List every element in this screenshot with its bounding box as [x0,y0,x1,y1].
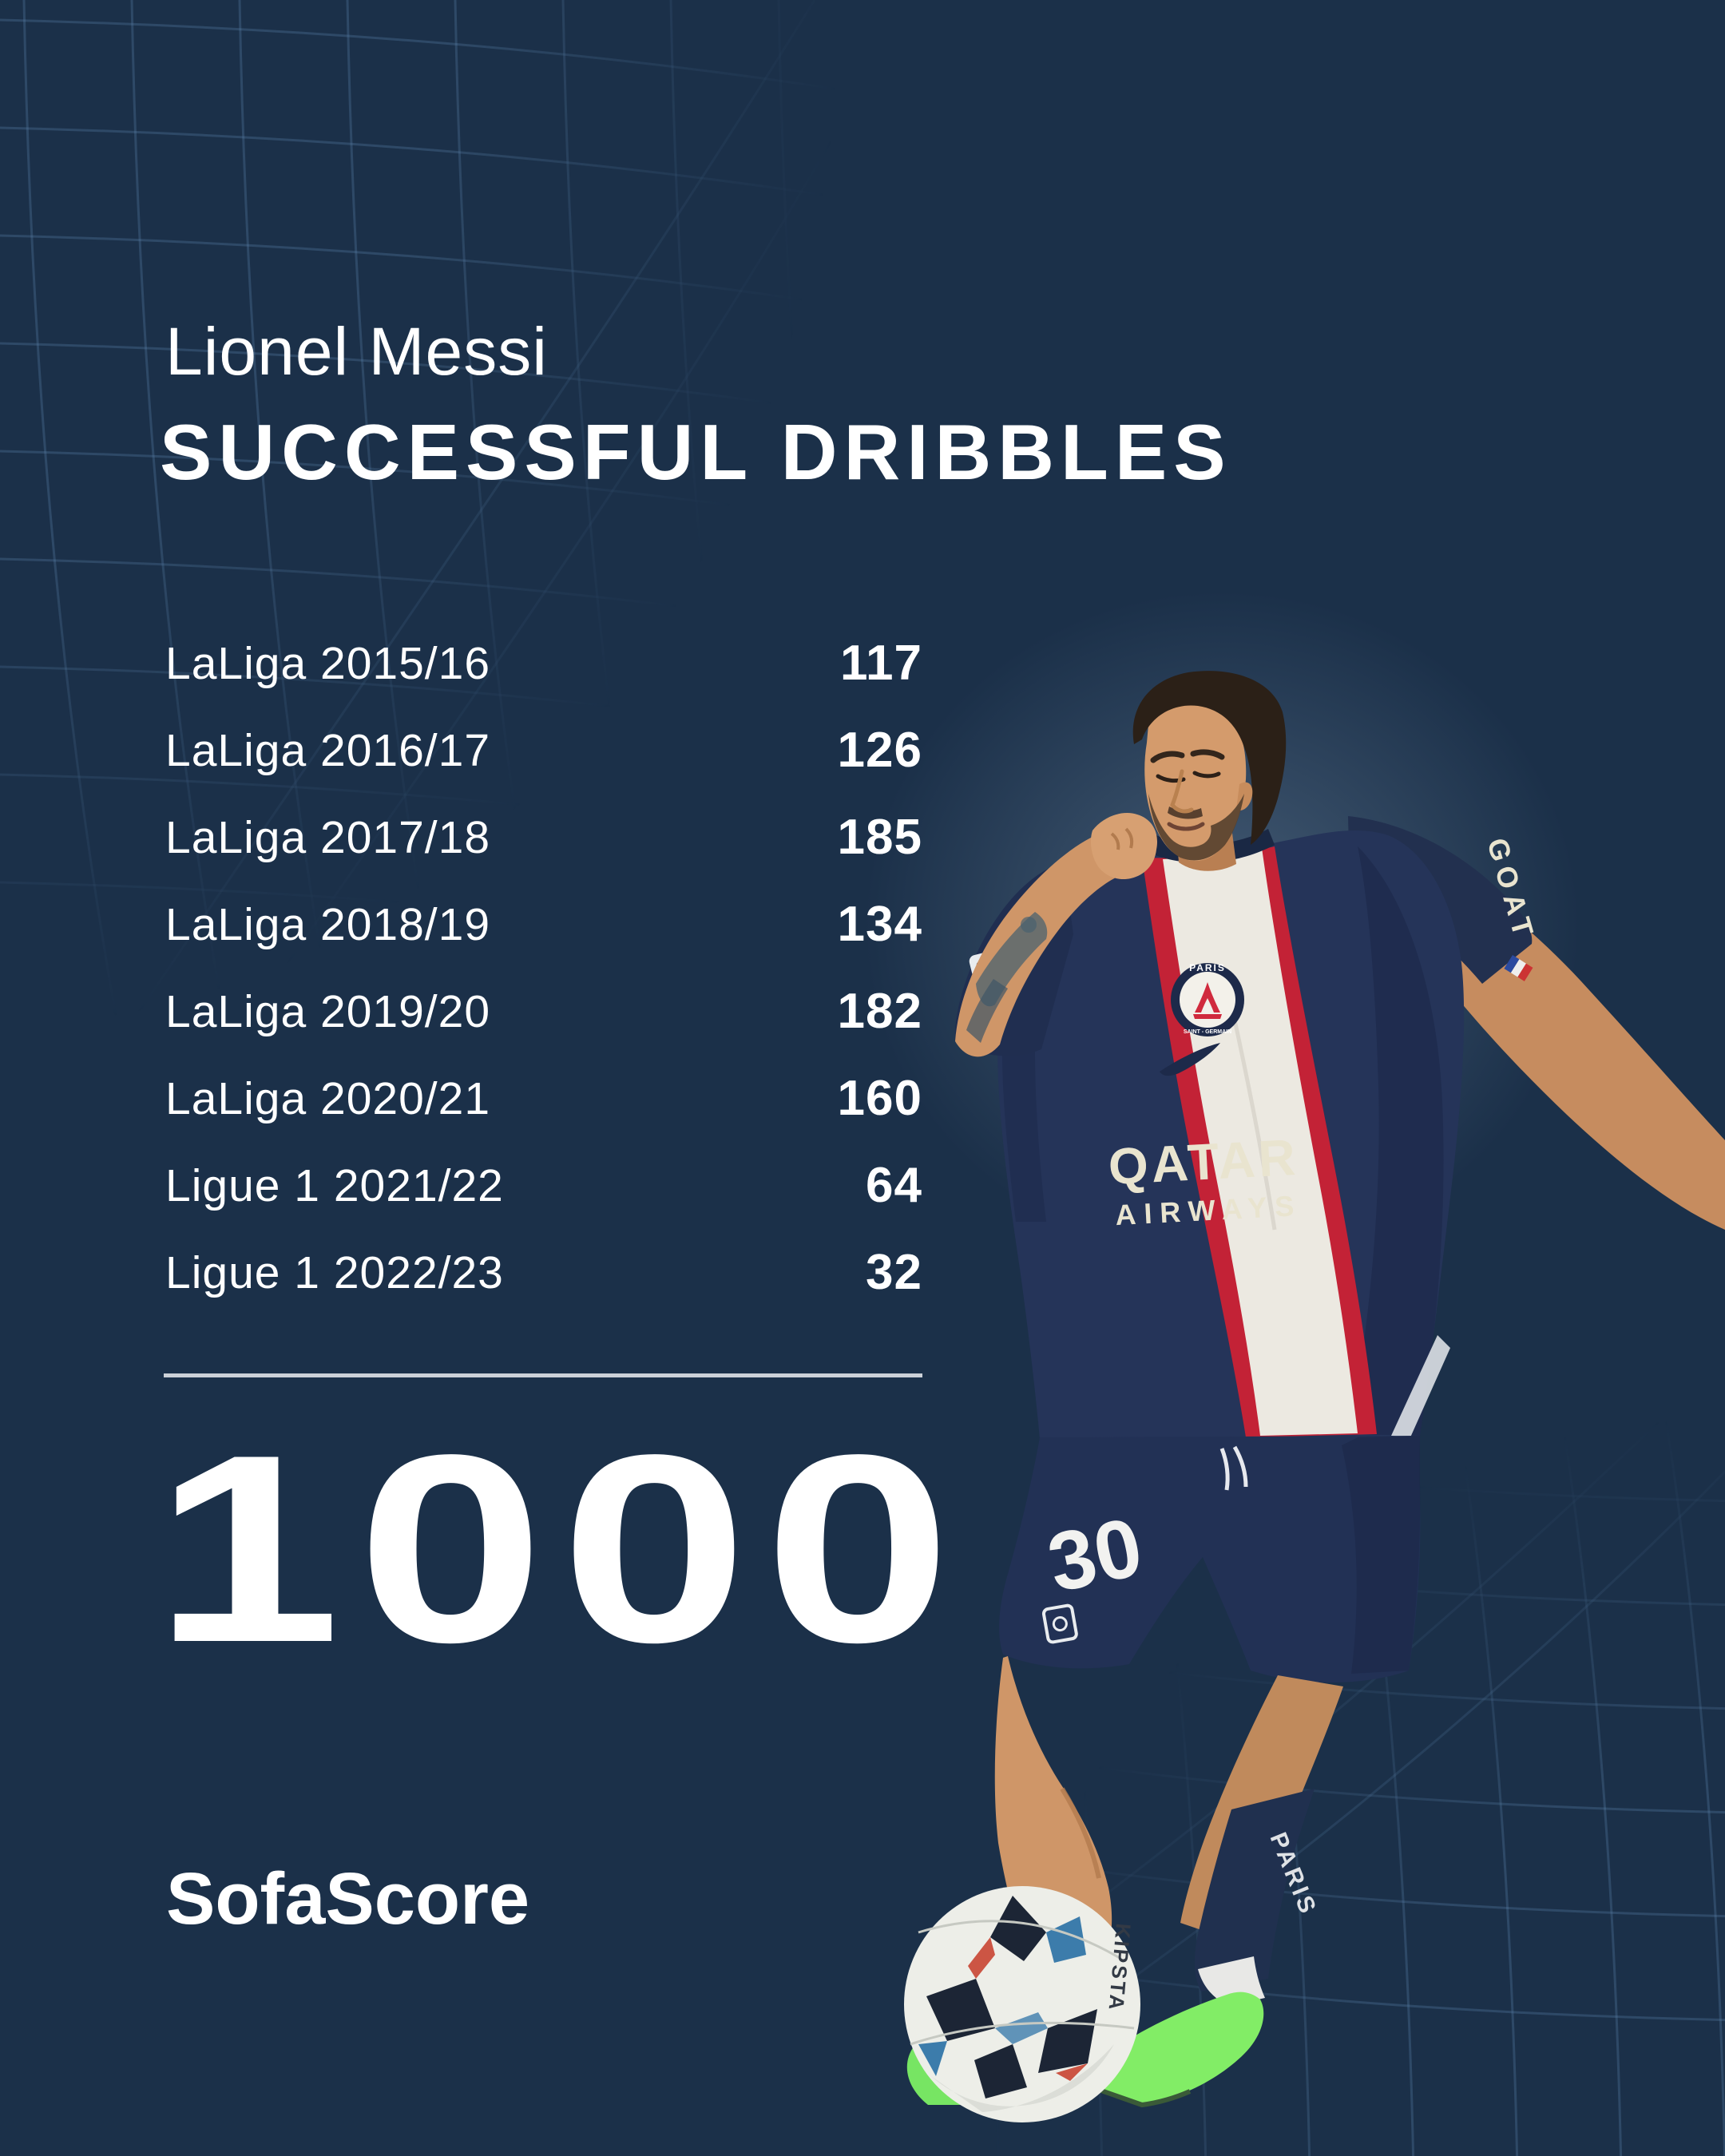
shorts-crest [1041,1603,1078,1644]
stat-row: LaLiga 2016/17 126 [165,707,922,794]
season-value: 32 [866,1245,922,1300]
season-stats-list: LaLiga 2015/16 117 LaLiga 2016/17 126 La… [165,620,922,1316]
stat-row: LaLiga 2020/21 160 [165,1055,922,1142]
season-label: LaLiga 2019/20 [165,985,491,1037]
stat-row: LaLiga 2019/20 182 [165,968,922,1055]
crest-paris-text: PARIS [1189,962,1226,973]
season-value: 185 [837,810,922,865]
season-label: Ligue 1 2022/23 [165,1246,504,1298]
head [1132,671,1287,871]
season-value: 160 [837,1071,922,1126]
season-value: 134 [837,897,922,952]
season-label: LaLiga 2018/19 [165,898,491,950]
season-label: LaLiga 2017/18 [165,811,491,863]
left-arm [954,813,1157,1057]
total-dribbles-value: 1000 [153,1399,968,1698]
season-value: 182 [837,984,922,1039]
season-label: LaLiga 2015/16 [165,637,491,689]
stat-row: Ligue 1 2022/23 32 [165,1229,922,1316]
season-value: 117 [839,636,922,691]
shorts-number: 30 [1041,1500,1150,1611]
crest-saint-germain-text: SAINT - GERMAIN [1184,1029,1231,1035]
shorts: 30 [999,1436,1421,1682]
season-label: LaLiga 2020/21 [165,1072,491,1124]
stat-row: LaLiga 2015/16 117 [165,620,922,707]
jersey-sponsor-qatar: QATAR [1107,1128,1299,1195]
page-title: SUCCESSFUL DRIBBLES [160,408,1232,496]
player-name: Lionel Messi [165,314,548,389]
divider-line [164,1373,922,1377]
stat-row: LaLiga 2017/18 185 [165,794,922,881]
left-leg: PARIS [1082,1675,1343,2108]
messi-photo-illustration: GOAT PARIS SAINT - GERMAIN [904,671,1725,2122]
psg-crest-icon: PARIS SAINT - GERMAIN [1171,962,1244,1036]
season-label: Ligue 1 2021/22 [165,1159,504,1211]
nike-swoosh-icon [1160,1043,1220,1076]
stat-row: LaLiga 2018/19 134 [165,881,922,968]
season-label: LaLiga 2016/17 [165,724,491,776]
football: KIPSTA [904,1886,1140,2122]
season-value: 126 [837,723,922,778]
sofascore-logo: SofaScore [166,1858,530,1940]
stat-row: Ligue 1 2021/22 64 [165,1142,922,1229]
season-value: 64 [866,1158,922,1213]
french-flag-patch [1504,955,1533,981]
